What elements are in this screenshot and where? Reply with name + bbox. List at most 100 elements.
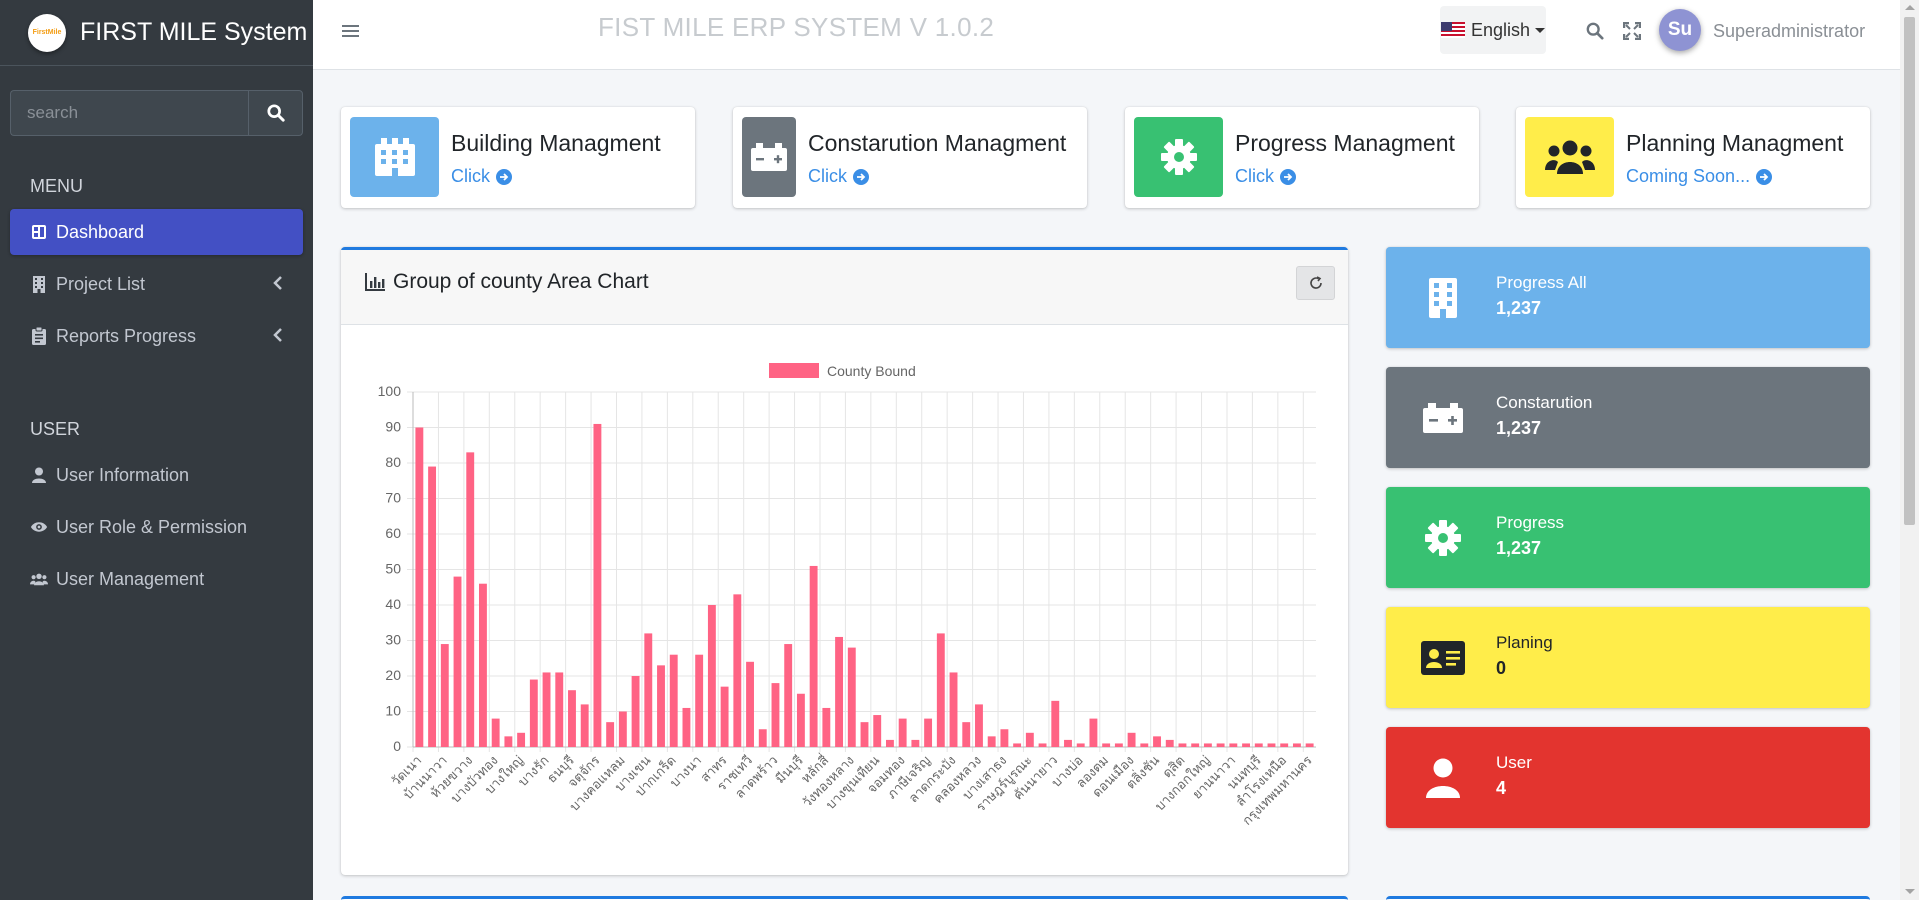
chart-bar xyxy=(784,644,793,747)
legend-swatch xyxy=(769,363,819,378)
chart-bar xyxy=(885,739,894,747)
chart-card-title: Group of county Area Chart xyxy=(365,270,649,294)
brand[interactable]: FirstMile FIRST MILE System xyxy=(0,0,313,66)
search-button[interactable] xyxy=(248,90,303,136)
gear-icon xyxy=(1160,139,1197,175)
dashboard-icon xyxy=(30,223,48,241)
info-box-progress[interactable]: Progress 1,237 xyxy=(1386,487,1870,588)
refresh-button[interactable] xyxy=(1296,266,1335,300)
info-box-progress-all[interactable]: Progress All 1,237 xyxy=(1386,247,1870,348)
chart-bar xyxy=(746,661,754,747)
construction-management-card[interactable]: Constarution Managment Click xyxy=(733,107,1087,208)
battery-icon xyxy=(751,143,787,171)
chart-bar xyxy=(835,636,844,747)
username[interactable]: Superadministrator xyxy=(1713,21,1866,41)
system-title: FIST MILE ERP SYSTEM V 1.0.2 xyxy=(598,12,995,42)
chart-bar xyxy=(1127,732,1136,747)
chart-bar xyxy=(847,647,856,747)
card-link-label: Click xyxy=(808,166,847,186)
chart-bar xyxy=(720,686,729,747)
chart-bar xyxy=(1064,739,1072,747)
card-icon-box xyxy=(742,117,796,197)
search-input[interactable] xyxy=(10,90,248,136)
users-icon xyxy=(1544,140,1595,174)
chart-bar xyxy=(1280,743,1289,747)
sidebar-search xyxy=(10,90,303,136)
chart-bar xyxy=(898,718,907,747)
chart-bar xyxy=(1267,743,1276,747)
building-management-card[interactable]: Building Managment Click xyxy=(341,107,695,208)
info-box-constarution[interactable]: Constarution 1,237 xyxy=(1386,367,1870,468)
hamburger-menu-icon[interactable] xyxy=(342,23,359,39)
card-link[interactable]: Click xyxy=(1235,166,1296,187)
id-card-icon xyxy=(1420,635,1466,681)
chart-bar xyxy=(1305,743,1314,747)
scroll-down-arrow-icon[interactable] xyxy=(1905,889,1915,894)
info-box-user[interactable]: User 4 xyxy=(1386,727,1870,828)
y-tick-label: 40 xyxy=(385,596,401,612)
arrow-circle-right-icon xyxy=(1280,168,1296,185)
planning-management-card[interactable]: Planning Managment Coming Soon... xyxy=(1516,107,1870,208)
y-tick-label: 100 xyxy=(378,383,402,399)
brand-logo-text: FirstMile xyxy=(32,29,62,36)
sidebar-item-label: Dashboard xyxy=(56,221,145,242)
building-icon xyxy=(374,138,415,176)
card-link[interactable]: Click xyxy=(808,166,869,187)
chart-bar xyxy=(1140,743,1149,747)
scroll-up-arrow-icon[interactable] xyxy=(1905,5,1915,10)
chart-bar xyxy=(517,732,526,747)
scrollbar-thumb[interactable] xyxy=(1904,17,1915,525)
chart-bar xyxy=(657,665,665,747)
sidebar-item-user-role-permission[interactable]: User Role & Permission xyxy=(10,504,303,550)
chart-bar xyxy=(479,583,487,747)
card-icon-box xyxy=(1525,117,1614,197)
sidebar-item-reports-progress[interactable]: Reports Progress xyxy=(10,313,303,359)
sidebar-item-project-list[interactable]: Project List xyxy=(10,261,303,307)
next-card-top-edge xyxy=(341,896,1348,900)
info-box-value: 1,237 xyxy=(1496,538,1542,558)
brand-name: FIRST MILE System xyxy=(80,18,308,46)
sidebar-item-user-management[interactable]: User Management xyxy=(10,556,303,602)
info-box-value: 4 xyxy=(1496,778,1507,798)
chart-bar xyxy=(695,654,704,747)
chart-bar xyxy=(631,676,640,747)
card-link[interactable]: Coming Soon... xyxy=(1626,166,1773,187)
y-tick-label: 20 xyxy=(385,667,401,683)
info-box-planing[interactable]: Planing 0 xyxy=(1386,607,1870,708)
page-scrollbar[interactable] xyxy=(1900,0,1919,900)
chart-bar xyxy=(428,466,437,747)
chart-bar xyxy=(1102,743,1111,747)
sidebar-item-label: User Role & Permission xyxy=(56,516,248,537)
next-card-top-edge xyxy=(1386,896,1870,900)
card-link-label: Click xyxy=(451,166,490,186)
search-icon[interactable] xyxy=(1586,22,1604,40)
chart-bar xyxy=(466,452,475,747)
chart-bar xyxy=(949,672,958,747)
chart-bar xyxy=(733,594,742,747)
chart-bar xyxy=(644,633,653,747)
chart-bar xyxy=(1013,743,1022,747)
building-icon xyxy=(1420,275,1466,321)
avatar[interactable]: Su xyxy=(1659,9,1701,51)
info-box-value: 1,237 xyxy=(1496,298,1542,318)
chart-bar xyxy=(860,722,869,747)
sidebar-item-user-information[interactable]: User Information xyxy=(10,452,303,498)
chart-bar xyxy=(1165,739,1174,747)
card-link[interactable]: Click xyxy=(451,166,512,187)
sidebar-item-label: User Management xyxy=(56,568,205,589)
progress-management-card[interactable]: Progress Managment Click xyxy=(1125,107,1479,208)
card-title: Constarution Managment xyxy=(808,130,1067,156)
fullscreen-icon[interactable] xyxy=(1623,22,1641,40)
chart-bar xyxy=(555,672,564,747)
user-icon xyxy=(30,466,48,484)
y-tick-label: 80 xyxy=(385,454,401,470)
card-title: Progress Managment xyxy=(1235,130,1455,156)
card-icon-box xyxy=(350,117,439,197)
chart-title-text: Group of county Area Chart xyxy=(393,270,649,293)
y-tick-label: 50 xyxy=(385,561,401,577)
chevron-left-icon xyxy=(273,276,282,290)
user-header: USER xyxy=(30,419,81,439)
sidebar-item-dashboard[interactable]: Dashboard xyxy=(10,209,303,255)
chart-bar xyxy=(1051,700,1060,747)
language-dropdown[interactable]: English xyxy=(1440,6,1546,54)
